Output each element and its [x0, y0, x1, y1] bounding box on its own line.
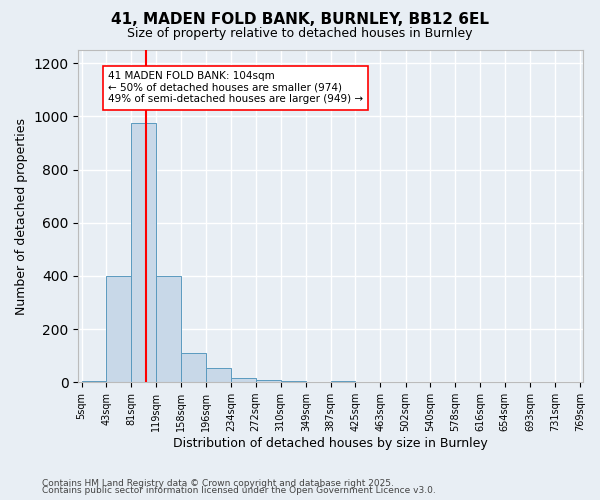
Text: Contains HM Land Registry data © Crown copyright and database right 2025.: Contains HM Land Registry data © Crown c… [42, 478, 394, 488]
Text: 41, MADEN FOLD BANK, BURNLEY, BB12 6EL: 41, MADEN FOLD BANK, BURNLEY, BB12 6EL [111, 12, 489, 28]
Bar [331, 381, 355, 382]
Bar [156, 276, 181, 382]
Bar [106, 276, 131, 382]
Text: Contains public sector information licensed under the Open Government Licence v3: Contains public sector information licen… [42, 486, 436, 495]
Y-axis label: Number of detached properties: Number of detached properties [15, 118, 28, 314]
Bar [206, 368, 231, 382]
Bar [256, 380, 281, 382]
Bar [82, 381, 106, 382]
Text: 41 MADEN FOLD BANK: 104sqm
← 50% of detached houses are smaller (974)
49% of sem: 41 MADEN FOLD BANK: 104sqm ← 50% of deta… [108, 72, 363, 104]
Bar [131, 123, 156, 382]
Text: Size of property relative to detached houses in Burnley: Size of property relative to detached ho… [127, 28, 473, 40]
Bar [231, 378, 256, 382]
Bar [181, 353, 206, 382]
X-axis label: Distribution of detached houses by size in Burnley: Distribution of detached houses by size … [173, 437, 488, 450]
